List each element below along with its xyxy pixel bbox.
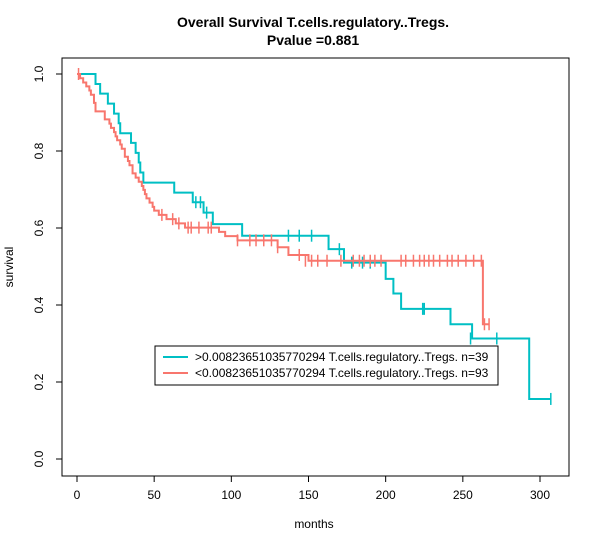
y-tick-label: 0.6 xyxy=(32,219,46,236)
legend-label-low: <0.00823651035770294 T.cells.regulatory.… xyxy=(195,366,489,380)
y-tick-label: 0.0 xyxy=(32,450,46,467)
series-low xyxy=(77,68,490,331)
series-layer xyxy=(77,68,552,405)
y-axis-label: survival xyxy=(2,247,16,288)
y-tick-label: 0.8 xyxy=(32,142,46,159)
x-tick-label: 100 xyxy=(221,488,241,502)
plot-frame xyxy=(61,57,570,477)
x-axis: 0 50 100 150 200 250 300 xyxy=(74,475,550,502)
x-tick-label: 250 xyxy=(453,488,473,502)
x-axis-label: months xyxy=(294,517,333,531)
y-tick-label: 0.2 xyxy=(32,373,46,390)
series-high xyxy=(77,73,552,405)
y-tick-label: 0.4 xyxy=(32,296,46,313)
x-tick-label: 150 xyxy=(298,488,318,502)
legend-box xyxy=(154,345,499,386)
x-tick-label: 50 xyxy=(147,488,161,502)
y-axis: 0.0 0.2 0.4 0.6 0.8 1.0 xyxy=(32,65,63,467)
legend: >0.00823651035770294 T.cells.regulatory.… xyxy=(154,345,499,386)
chart-title: Overall Survival T.cells.regulatory..Tre… xyxy=(177,14,449,30)
survival-curve xyxy=(77,73,490,326)
chart-subtitle: Pvalue =0.881 xyxy=(267,32,359,48)
x-tick-label: 300 xyxy=(530,488,550,502)
x-tick-label: 200 xyxy=(376,488,396,502)
y-tick-label: 1.0 xyxy=(32,65,46,82)
x-tick-label: 0 xyxy=(74,488,81,502)
legend-label-high: >0.00823651035770294 T.cells.regulatory.… xyxy=(195,350,489,364)
survival-curve xyxy=(77,73,551,400)
